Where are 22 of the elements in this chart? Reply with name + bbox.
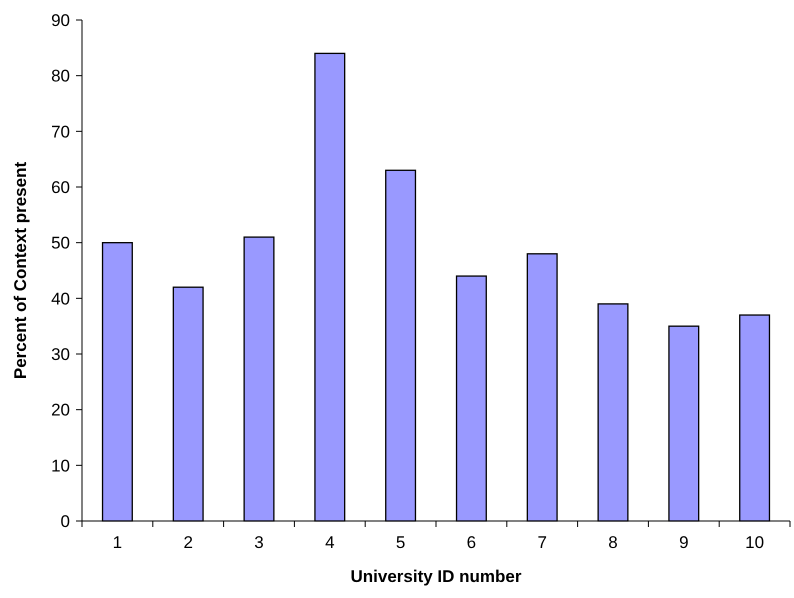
x-tick-label: 10	[745, 533, 764, 552]
x-tick-label: 4	[325, 533, 335, 552]
y-tick-label: 20	[51, 400, 70, 420]
y-tick-label: 10	[51, 456, 70, 476]
y-tick-label: 30	[51, 344, 70, 364]
y-tick-label: 80	[51, 66, 70, 86]
x-tick-label: 6	[466, 533, 476, 552]
x-tick-label: 2	[183, 533, 193, 552]
x-tick-label: 1	[112, 533, 122, 552]
y-tick-label: 90	[51, 10, 70, 30]
y-tick-label: 0	[60, 512, 70, 531]
y-axis-title: Percent of Context present	[11, 162, 30, 380]
y-tick-label: 50	[51, 234, 70, 253]
y-tick-label: 40	[51, 289, 70, 308]
y-tick-label: 70	[51, 122, 70, 142]
x-tick-label: 5	[396, 533, 406, 552]
x-tick-label: 9	[679, 533, 689, 552]
y-tick-label: 60	[51, 178, 70, 197]
x-tick-label: 7	[537, 533, 547, 552]
x-axis-title: University ID number	[350, 567, 522, 586]
x-tick-label: 8	[608, 533, 618, 552]
x-tick-label: 3	[254, 533, 264, 552]
